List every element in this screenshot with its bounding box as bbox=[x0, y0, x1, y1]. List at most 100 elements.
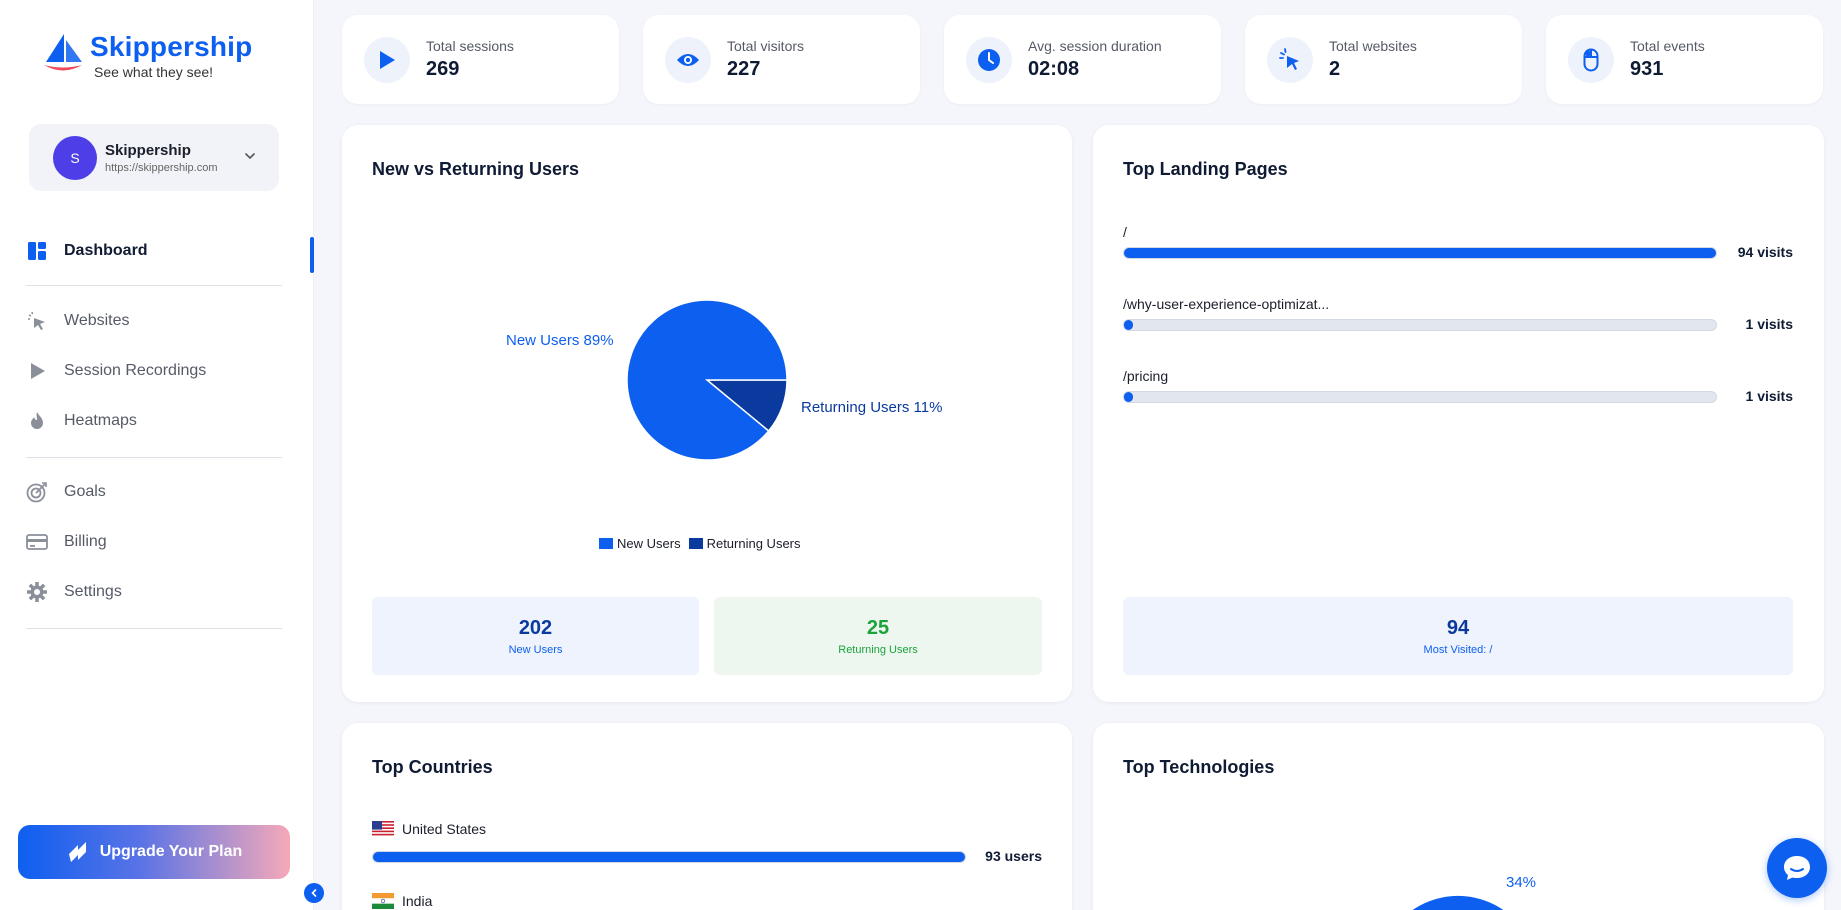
clock-icon bbox=[966, 36, 1012, 83]
new-vs-returning-pie-chart bbox=[626, 299, 788, 461]
country-row[interactable]: India bbox=[372, 893, 1042, 909]
landing-page-bar-fill bbox=[1124, 248, 1716, 258]
landing-page-bar bbox=[1123, 247, 1717, 259]
stat-value: 931 bbox=[1630, 58, 1664, 80]
pie-slice-new-users[interactable] bbox=[626, 299, 788, 461]
chat-bubble-icon bbox=[1784, 856, 1810, 880]
upgrade-plan-button[interactable]: Upgrade Your Plan bbox=[18, 825, 290, 879]
chat-support-button[interactable] bbox=[1767, 838, 1827, 898]
chevron-down-icon bbox=[245, 153, 255, 160]
landing-page-visits: 94 visits bbox=[1737, 244, 1793, 260]
most-visited-count: 94 bbox=[1446, 616, 1470, 639]
play-icon bbox=[364, 36, 410, 83]
divider bbox=[26, 457, 282, 458]
website-selector[interactable]: S Skippership https://skippership.com bbox=[29, 124, 279, 191]
nav-label: Websites bbox=[64, 312, 130, 329]
country-name: United States bbox=[402, 821, 487, 837]
divider bbox=[26, 285, 282, 286]
country-row[interactable]: United States 93 users bbox=[372, 821, 1042, 864]
landing-page-visits: 1 visits bbox=[1745, 316, 1793, 332]
active-nav-indicator bbox=[310, 237, 314, 273]
nav-label: Goals bbox=[64, 483, 106, 500]
panel-title: Top Technologies bbox=[1123, 757, 1275, 777]
stat-value: 2 bbox=[1329, 58, 1341, 80]
avatar: S bbox=[53, 135, 97, 180]
legend-item-returning-users[interactable]: Returning Users bbox=[688, 536, 801, 551]
chevron-left-icon bbox=[311, 889, 317, 897]
nav-label: Dashboard bbox=[64, 242, 148, 259]
nav-item-dashboard[interactable]: Dashboard bbox=[26, 236, 286, 266]
most-visited-summary: 94 Most Visited: / bbox=[1123, 597, 1793, 675]
sailboat-logo-icon bbox=[44, 34, 82, 71]
returning-users-summary: 25 Returning Users bbox=[714, 597, 1042, 675]
stat-value: 269 bbox=[426, 58, 460, 80]
stat-label: Total websites bbox=[1329, 38, 1417, 54]
panel-title: Top Countries bbox=[372, 757, 493, 777]
pie-label-returning-users: Returning Users 11% bbox=[801, 399, 943, 416]
country-bar bbox=[372, 851, 966, 863]
stat-card-total-websites: Total websites 2 bbox=[1245, 15, 1522, 104]
top-countries-panel: Top Countries United States 93 users Ind… bbox=[342, 723, 1072, 910]
sidebar: Skippership See what they see! S Skipper… bbox=[0, 0, 314, 910]
nav-label: Heatmaps bbox=[64, 412, 137, 429]
nav-label: Settings bbox=[64, 583, 122, 600]
nav-label: Session Recordings bbox=[64, 362, 207, 379]
selected-site-url: https://skippership.com bbox=[105, 161, 218, 174]
gear-icon bbox=[26, 581, 48, 603]
divider bbox=[26, 628, 282, 629]
technologies-pie-label: 34% bbox=[1506, 874, 1537, 891]
landing-page-path: / bbox=[1123, 224, 1127, 240]
panel-title: Top Landing Pages bbox=[1123, 159, 1288, 179]
returning-users-caption: Returning Users bbox=[838, 643, 918, 656]
new-users-caption: New Users bbox=[508, 643, 563, 656]
landing-page-row[interactable]: / 94 visits bbox=[1123, 224, 1793, 260]
most-visited-caption: Most Visited: / bbox=[1423, 643, 1493, 656]
country-bar-fill bbox=[373, 852, 965, 862]
cursor-click-icon bbox=[26, 310, 48, 332]
mouse-icon bbox=[1568, 36, 1614, 83]
nav-item-session-recordings[interactable]: Session Recordings bbox=[26, 356, 286, 386]
new-users-summary: 202 New Users bbox=[372, 597, 699, 675]
nav-item-billing[interactable]: Billing bbox=[26, 527, 286, 557]
technologies-pie-chart bbox=[1412, 895, 1504, 910]
nav-item-heatmaps[interactable]: Heatmaps bbox=[26, 406, 286, 436]
top-landing-pages-panel: Top Landing Pages / 94 visits /why-user-… bbox=[1093, 125, 1824, 702]
landing-page-row[interactable]: /why-user-experience-optimizat... 1 visi… bbox=[1123, 296, 1793, 332]
stat-value: 227 bbox=[727, 58, 761, 80]
selected-site-name: Skippership bbox=[105, 141, 191, 159]
nav-item-websites[interactable]: Websites bbox=[26, 306, 286, 336]
stat-label: Avg. session duration bbox=[1028, 38, 1162, 54]
brand-tagline: See what they see! bbox=[94, 64, 214, 80]
collapse-sidebar-button[interactable] bbox=[304, 883, 324, 903]
stat-label: Total visitors bbox=[727, 38, 805, 54]
brand-name: Skippership bbox=[90, 31, 253, 62]
nav-item-goals[interactable]: Goals bbox=[26, 477, 286, 507]
pie-label-new-users: New Users 89% bbox=[506, 332, 614, 349]
landing-page-row[interactable]: /pricing 1 visits bbox=[1123, 368, 1793, 404]
top-technologies-panel: Top Technologies 34% bbox=[1093, 723, 1824, 910]
stat-card-avg-session-duration: Avg. session duration 02:08 bbox=[944, 15, 1221, 104]
eye-icon bbox=[665, 36, 711, 83]
panel-title: New vs Returning Users bbox=[372, 159, 580, 179]
dashboard-icon bbox=[26, 240, 48, 262]
stat-label: Total sessions bbox=[426, 38, 514, 54]
nav-item-settings[interactable]: Settings bbox=[26, 577, 286, 607]
landing-page-path: /why-user-experience-optimizat... bbox=[1123, 296, 1330, 312]
new-vs-returning-panel: New vs Returning Users New Users 89% Ret… bbox=[342, 125, 1072, 702]
flame-icon bbox=[26, 410, 48, 432]
us-flag-icon bbox=[372, 821, 394, 837]
cursor-click-icon bbox=[1267, 36, 1313, 83]
landing-page-bar bbox=[1123, 319, 1717, 331]
landing-page-visits: 1 visits bbox=[1745, 388, 1793, 404]
legend-item-new-users[interactable]: New Users bbox=[599, 536, 681, 551]
new-users-count: 202 bbox=[518, 616, 553, 639]
landing-page-bar-fill bbox=[1124, 392, 1133, 402]
landing-page-path: /pricing bbox=[1123, 368, 1169, 384]
stat-label: Total events bbox=[1630, 38, 1705, 54]
brand-logo[interactable]: Skippership See what they see! bbox=[42, 32, 252, 80]
landing-page-bar bbox=[1123, 391, 1717, 403]
stat-card-total-visitors: Total visitors 227 bbox=[643, 15, 920, 104]
upgrade-label: Upgrade Your Plan bbox=[99, 843, 243, 860]
upgrade-icon bbox=[68, 842, 86, 862]
credit-card-icon bbox=[26, 531, 48, 553]
